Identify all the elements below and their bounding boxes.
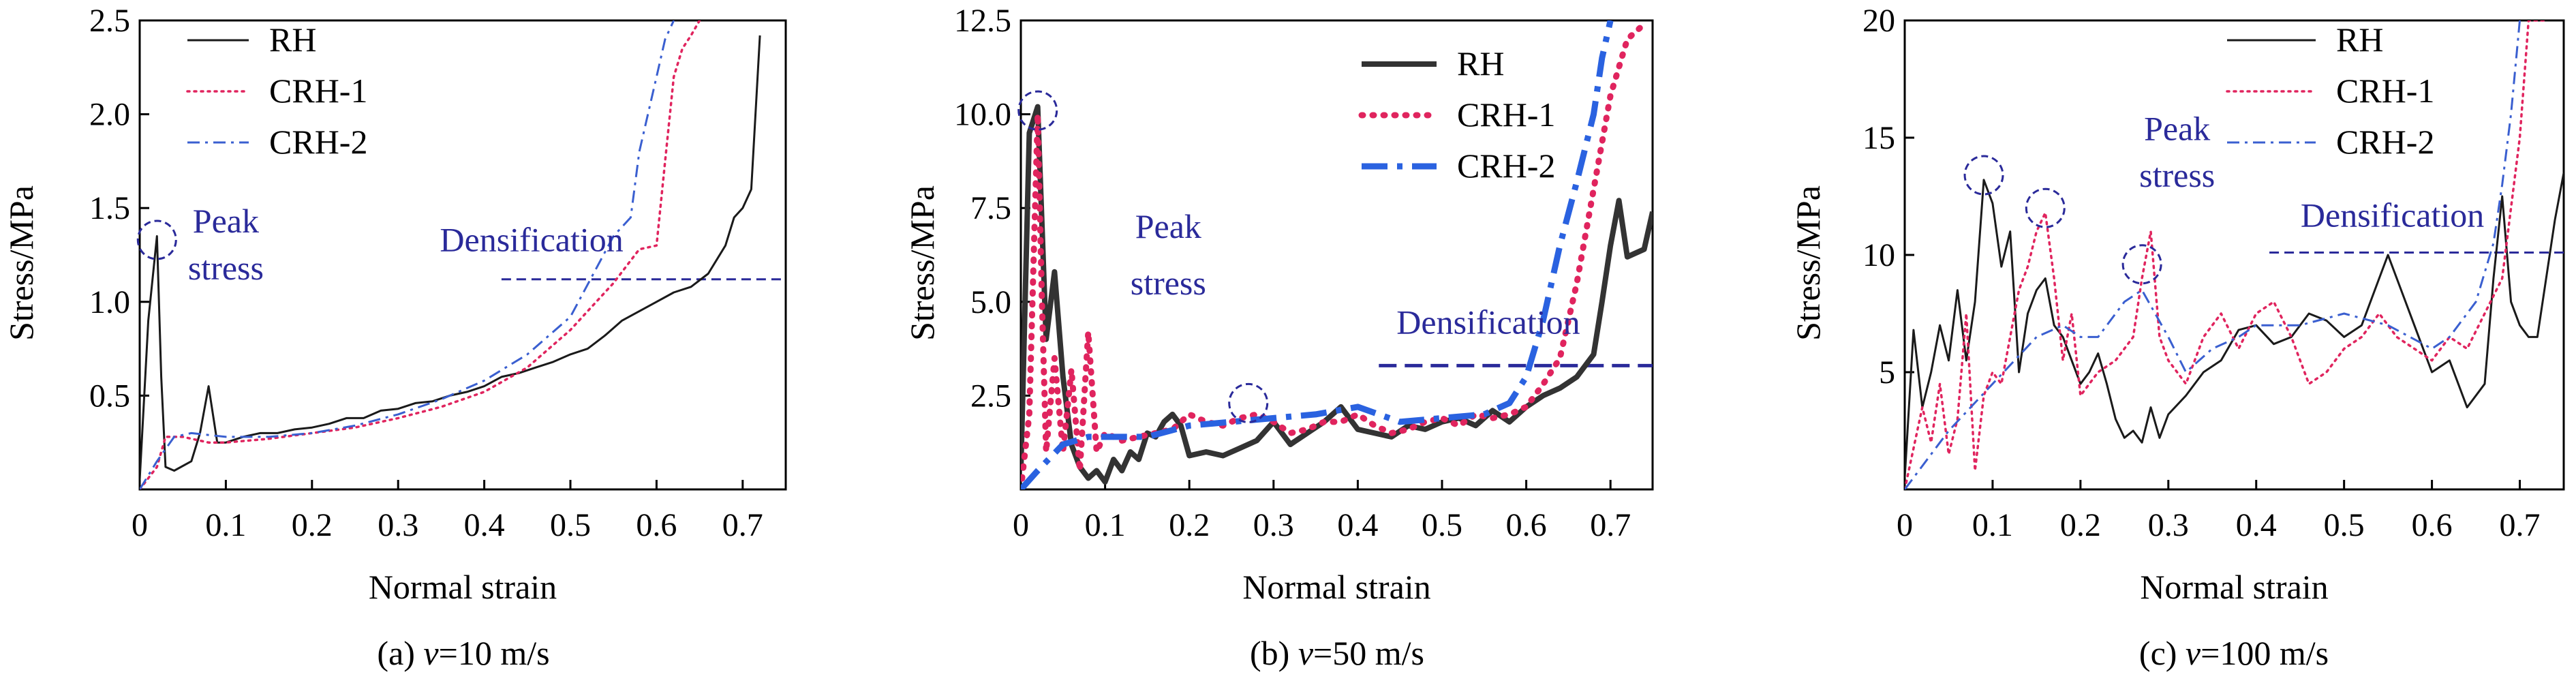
peak-marker-circle xyxy=(136,219,177,260)
x-tick-label: 0.5 xyxy=(2324,507,2365,543)
x-tick-label: 0.4 xyxy=(464,507,505,543)
peak-marker-circle xyxy=(1017,90,1058,131)
series-line-rh xyxy=(1905,172,2564,478)
series-line-crh-1 xyxy=(140,20,701,489)
x-tick-label: 0.6 xyxy=(2412,507,2453,543)
annotation-peak-stress: Peak xyxy=(1135,207,1201,245)
legend-label-rh: RH xyxy=(1457,44,1504,82)
peak-marker-circle xyxy=(2121,244,2162,285)
annotation-densification: Densification xyxy=(1396,303,1580,342)
x-tick-label: 0.7 xyxy=(1590,507,1631,543)
y-tick-label: 12.5 xyxy=(954,3,1011,39)
legend-label-crh-2: CRH-2 xyxy=(1457,147,1555,185)
y-axis-label: Stress/MPa xyxy=(2,185,40,341)
y-tick-label: 5.0 xyxy=(970,284,1011,320)
x-tick-label: 0.6 xyxy=(1506,507,1547,543)
x-tick-label: 0 xyxy=(1897,507,1913,543)
annotation-densification: Densification xyxy=(2301,196,2484,234)
x-tick-label: 0.3 xyxy=(378,507,418,543)
y-tick-label: 5 xyxy=(1879,354,1895,391)
x-axis-label: Normal strain xyxy=(369,568,557,606)
series-line-rh xyxy=(1021,104,1653,485)
plot-frame xyxy=(1019,19,1654,491)
x-tick-label: 0.5 xyxy=(550,507,591,543)
x-tick-label: 0.3 xyxy=(2148,507,2189,543)
annotation-peak-stress: stress xyxy=(2139,156,2215,194)
x-tick-label: 0 xyxy=(132,507,148,543)
annotation-peak-stress: Peak xyxy=(193,202,259,240)
x-tick-label: 0.5 xyxy=(1422,507,1462,543)
x-axis-label: Normal strain xyxy=(2140,568,2328,606)
series-line-crh-1 xyxy=(1021,21,1648,489)
y-tick-label: 7.5 xyxy=(970,190,1011,226)
legend-label-crh-2: CRH-2 xyxy=(269,123,367,161)
y-axis-label: Stress/MPa xyxy=(1789,185,1827,341)
x-tick-label: 0.4 xyxy=(1337,507,1378,543)
legend-label-rh: RH xyxy=(269,20,316,59)
x-tick-label: 0.1 xyxy=(205,507,246,543)
legend-label-crh-1: CRH-1 xyxy=(1457,95,1555,134)
x-tick-label: 0.7 xyxy=(2500,507,2541,543)
chart-caption: (b) v=50 m/s xyxy=(1250,634,1424,672)
x-tick-label: 0.1 xyxy=(1085,507,1126,543)
series-line-crh-2 xyxy=(140,20,675,489)
chart-caption: (a) v=10 m/s xyxy=(377,634,549,672)
chart-panel-a: 0 0.1 0.2 0.3 0.4 0.5 0.6 0.7 0.5 1.0 1.5 2.0 2.5 Nor… xyxy=(2,3,787,672)
y-tick-label: 1.5 xyxy=(89,190,130,226)
x-tick-label: 0.2 xyxy=(1169,507,1210,543)
peak-marker-circle xyxy=(2025,187,2066,228)
series-line-crh-2 xyxy=(1905,20,2521,489)
y-tick-label: 20 xyxy=(1862,3,1895,39)
y-tick-label: 2.0 xyxy=(89,97,130,133)
y-tick-label: 10.0 xyxy=(954,97,1011,133)
annotation-densification: Densification xyxy=(440,220,623,258)
x-tick-label: 0.7 xyxy=(722,507,763,543)
chart-caption: (c) v=100 m/s xyxy=(2139,634,2329,672)
x-tick-label: 0.2 xyxy=(292,507,333,543)
annotation-peak-stress: stress xyxy=(188,249,264,287)
y-axis-label: Stress/MPa xyxy=(903,185,941,341)
series-line-crh-2 xyxy=(1021,20,1614,489)
x-tick-label: 0 xyxy=(1013,507,1029,543)
x-tick-label: 0.1 xyxy=(1972,507,2013,543)
plot-frame xyxy=(138,19,787,491)
annotation-peak-stress: Peak xyxy=(2144,109,2210,147)
chart-panel-c: 0 0.1 0.2 0.3 0.4 0.5 0.6 0.7 5 10 15 20 Normal stra… xyxy=(1789,3,2565,672)
annotation-peak-stress: stress xyxy=(1131,264,1206,302)
y-tick-label: 15 xyxy=(1862,120,1895,156)
peak-marker-circle xyxy=(1963,155,2004,196)
legend-label-crh-1: CRH-1 xyxy=(269,72,367,110)
series-line-rh xyxy=(140,35,761,481)
y-tick-label: 10 xyxy=(1862,237,1895,273)
y-tick-label: 0.5 xyxy=(89,378,130,414)
legend-label-crh-1: CRH-1 xyxy=(2336,72,2434,110)
y-tick-label: 1.0 xyxy=(89,284,130,320)
x-tick-label: 0.6 xyxy=(636,507,677,543)
y-tick-label: 2.5 xyxy=(89,3,130,39)
x-tick-label: 0.4 xyxy=(2236,507,2277,543)
x-tick-label: 0.3 xyxy=(1253,507,1294,543)
x-tick-label: 0.2 xyxy=(2060,507,2101,543)
peak-marker-circle xyxy=(1228,382,1269,423)
series-line-crh-1 xyxy=(1905,20,2547,489)
x-axis-label: Normal strain xyxy=(1242,568,1430,606)
legend-label-crh-2: CRH-2 xyxy=(2336,123,2434,161)
y-tick-label: 2.5 xyxy=(970,378,1011,414)
chart-panel-b: 0 0.1 0.2 0.3 0.4 0.5 0.6 0.7 2.5 5.0 7.5 10.0 12.5 N… xyxy=(903,3,1654,672)
legend-label-rh: RH xyxy=(2336,20,2383,59)
